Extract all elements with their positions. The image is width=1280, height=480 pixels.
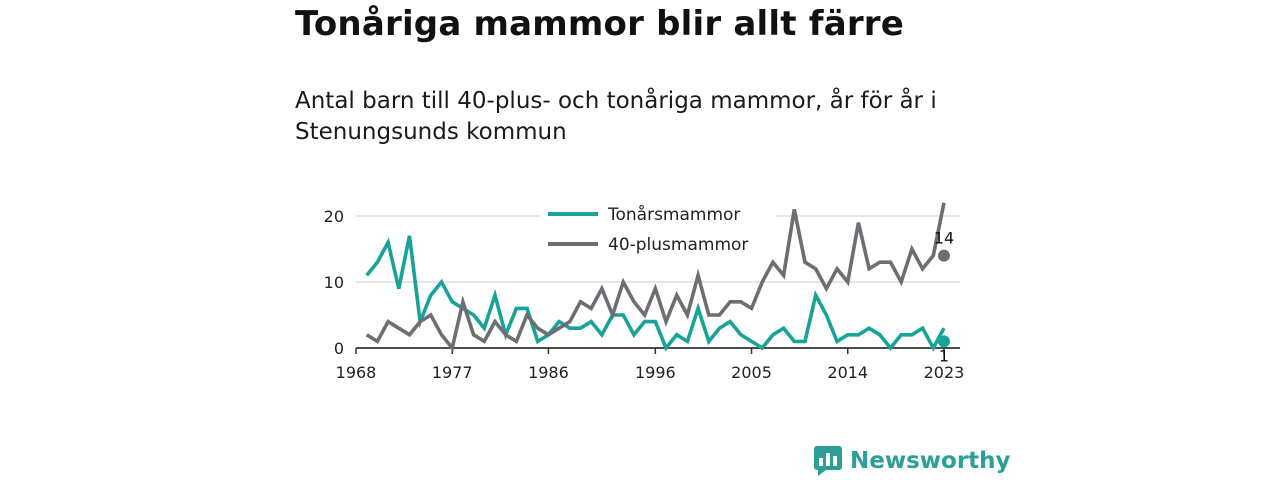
brand-name: Newsworthy xyxy=(850,448,1011,474)
newsworthy-icon xyxy=(814,446,842,476)
x-axis: 1968 1977 1986 1996 2005 2014 2023 xyxy=(336,347,965,382)
x-tick-label-2014: 2014 xyxy=(827,363,868,382)
x-tick-label-2005: 2005 xyxy=(731,363,772,382)
chart-subtitle: Antal barn till 40-plus- och tonåriga ma… xyxy=(295,88,937,145)
x-tick-label-1986: 1986 xyxy=(528,363,569,382)
y-tick-label-10: 10 xyxy=(324,273,344,292)
legend: Tonårsmammor 40-plusmammor xyxy=(540,200,776,256)
x-tick-label-1977: 1977 xyxy=(432,363,473,382)
x-tick-label-1996: 1996 xyxy=(635,363,676,382)
y-tick-label-20: 20 xyxy=(324,207,344,226)
end-label-teen: 1 xyxy=(939,346,949,365)
x-tick-label-1968: 1968 xyxy=(336,363,377,382)
series-line-forty xyxy=(365,202,946,352)
legend-label-forty: 40-plusmammor xyxy=(608,235,748,255)
y-axis: 0 10 20 xyxy=(324,207,344,358)
newsworthy-logo[interactable]: Newsworthy xyxy=(814,446,1011,476)
end-marker-forty xyxy=(937,249,950,262)
y-tick-label-0: 0 xyxy=(334,339,344,358)
x-tick-label-2023: 2023 xyxy=(924,363,965,382)
end-label-forty: 14 xyxy=(934,229,954,248)
end-marker-teen xyxy=(937,335,950,348)
series-lines xyxy=(365,202,946,352)
legend-label-teen: Tonårsmammor xyxy=(607,204,740,225)
chart-title: Tonåriga mammor blir allt färre xyxy=(295,4,905,44)
end-markers: 1 14 xyxy=(934,229,954,366)
